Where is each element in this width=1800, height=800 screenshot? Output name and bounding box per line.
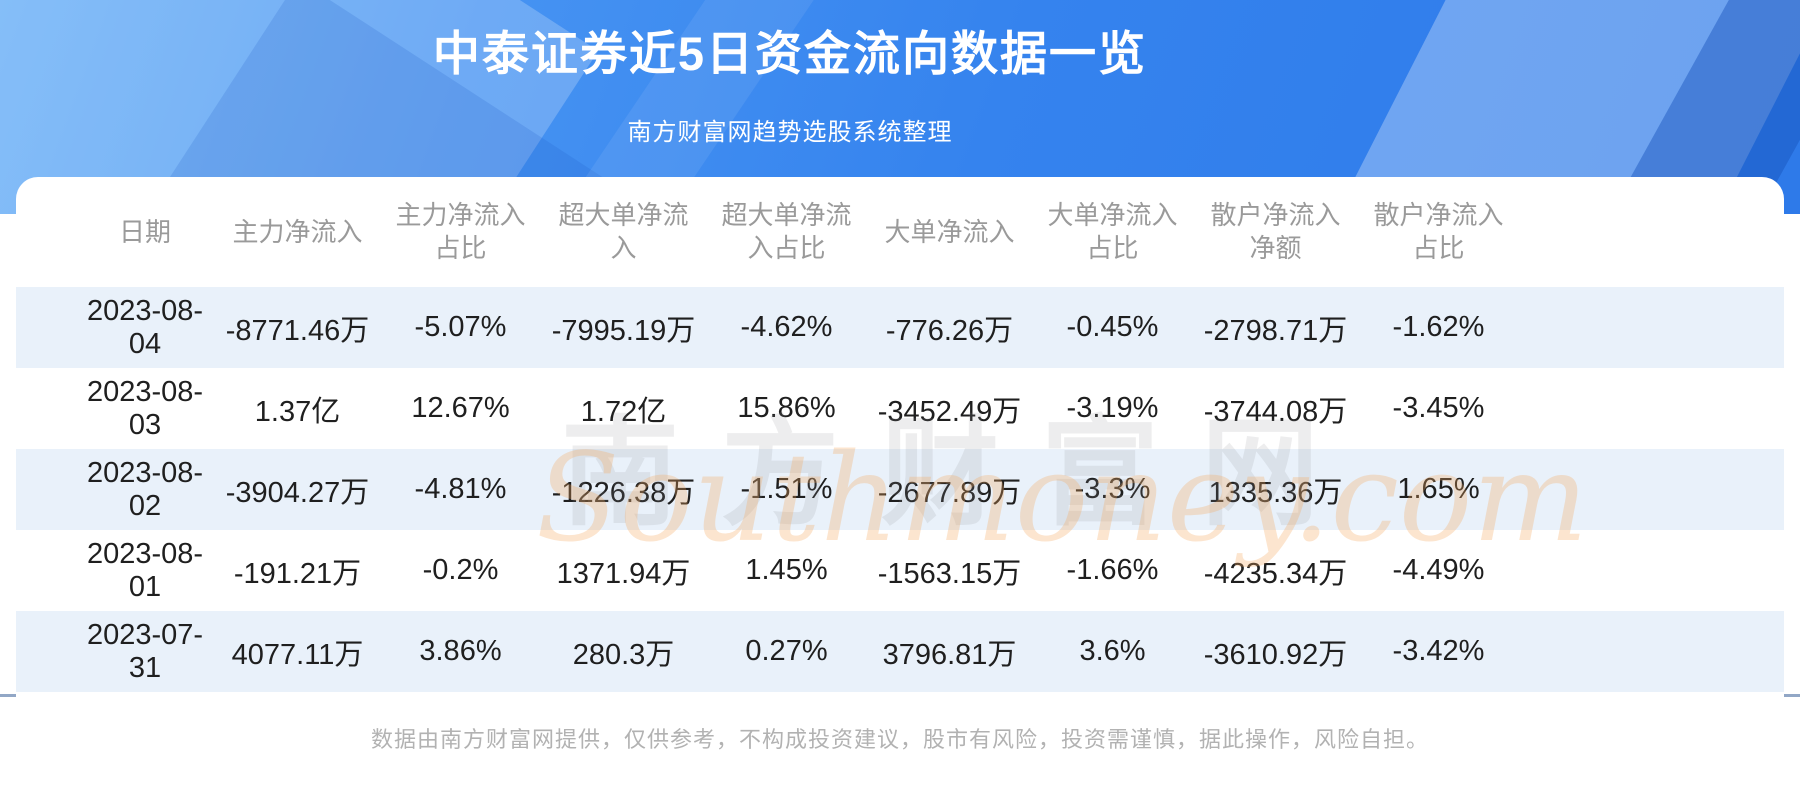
table-cell: -4.49% <box>1392 554 1485 586</box>
page-title: 中泰证券近5日资金流向数据一览 <box>432 27 1148 80</box>
table-cell: -4.62% <box>705 287 868 368</box>
table-cell: -1.62% <box>1357 287 1520 368</box>
table-cell: -2677.89万 <box>868 449 1031 530</box>
table-row: 2023-08-04 -8771.46万 -5.07% -7995.19万 -4.62%… <box>16 287 1784 368</box>
col-header-xl-order-net-inflow-pct: 超大单净流 入占比 <box>721 200 852 263</box>
table-row: 2023-08-03 1.37亿 12.67% 1.72亿 15.86% -3452.49… <box>16 368 1784 449</box>
table-cell: 2023-07-31 <box>16 611 216 692</box>
table-cell: -3.45% <box>1392 392 1485 424</box>
table-cell: -3904.27万 <box>216 449 379 530</box>
table-cell: -191.21万 <box>233 557 362 590</box>
table-cell: 4077.11万 <box>216 611 379 692</box>
hero-section: 中泰证券近5日资金流向数据一览 南方财富网趋势选股系统整理 南方财富网 Sout… <box>0 0 1800 697</box>
table-cell: 1.37亿 <box>254 395 341 428</box>
table-cell: -3.19% <box>1066 392 1159 424</box>
table-cell: -3744.08万 <box>1203 395 1348 428</box>
col-header-retail-net-inflow: 散户净流入 净额 <box>1210 200 1341 263</box>
table-cell: -3.3% <box>1031 449 1194 530</box>
col-header-main-net-inflow: 主力净流入 <box>232 216 363 247</box>
table-cell: 1335.36万 <box>1194 449 1357 530</box>
col-header-large-order-net-inflow-pct: 大单净流入 占比 <box>1047 200 1178 263</box>
table-cell: -1.51% <box>705 449 868 530</box>
table-cell: 12.67% <box>411 392 510 424</box>
table-cell: 1.65% <box>1357 449 1520 530</box>
table-filler-cell <box>1520 368 1784 449</box>
table-cell: 3796.81万 <box>868 611 1031 692</box>
table-cell: 0.27% <box>705 611 868 692</box>
table-cell: 3.86% <box>379 611 542 692</box>
col-header-large-order-net-inflow: 大单净流入 <box>884 216 1015 247</box>
table-cell: -3.42% <box>1357 611 1520 692</box>
table-filler-cell <box>1520 449 1784 530</box>
col-header-date: 日期 <box>118 216 171 247</box>
table-cell: -7995.19万 <box>542 287 705 368</box>
table-row: 2023-07-31 4077.11万 3.86% 280.3万 0.27% 3796.8… <box>16 611 1784 692</box>
table-cell: -4235.34万 <box>1203 557 1348 590</box>
table-cell: -1226.38万 <box>542 449 705 530</box>
table-filler-cell <box>1520 530 1784 611</box>
table-filler-cell <box>1520 611 1784 692</box>
table-cell: 2023-08-03 <box>86 375 204 441</box>
table-cell: -1.66% <box>1066 554 1159 586</box>
footer: 数据由南方财富网提供，仅供参考，不构成投资建议，股市有风险，投资需谨慎，据此操作… <box>0 700 1800 800</box>
table-cell: 3.6% <box>1031 611 1194 692</box>
table-cell: 1371.94万 <box>556 557 691 590</box>
table-cell: 15.86% <box>737 392 836 424</box>
table-cell: 2023-08-01 <box>86 537 204 603</box>
table-cell: -0.45% <box>1031 287 1194 368</box>
col-header-main-net-inflow-pct: 主力净流入 占比 <box>395 200 526 263</box>
table-cell: -5.07% <box>379 287 542 368</box>
table-row: 2023-08-01 -191.21万 -0.2% 1371.94万 1.45% -156… <box>16 530 1784 611</box>
table-cell: -3610.92万 <box>1194 611 1357 692</box>
table-row: 2023-08-02 -3904.27万 -4.81% -1226.38万 -1.51%… <box>16 449 1784 530</box>
table-header-row: 日期 主力净流入 主力净流入 占比 超大单净流 入 超大单净流 入占比 大单净流… <box>16 177 1784 287</box>
fund-flow-table: 日期 主力净流入 主力净流入 占比 超大单净流 入 超大单净流 入占比 大单净流… <box>16 177 1784 692</box>
table-filler-cell <box>1520 287 1784 368</box>
col-header-xl-order-net-inflow: 超大单净流 入 <box>558 200 689 263</box>
banner-text: 中泰证券近5日资金流向数据一览 南方财富网趋势选股系统整理 <box>0 0 1580 147</box>
disclaimer-text: 数据由南方财富网提供，仅供参考，不构成投资建议，股市有风险，投资需谨慎，据此操作… <box>370 727 1429 752</box>
table-cell: 2023-08-04 <box>16 287 216 368</box>
col-header-retail-net-inflow-pct: 散户净流入 占比 <box>1373 200 1504 263</box>
table-cell: 280.3万 <box>542 611 705 692</box>
table-cell: -776.26万 <box>868 287 1031 368</box>
col-header-filler <box>1520 177 1784 287</box>
page-subtitle: 南方财富网趋势选股系统整理 <box>627 119 953 146</box>
table-cell: -4.81% <box>379 449 542 530</box>
table-header: 日期 主力净流入 主力净流入 占比 超大单净流 入 超大单净流 入占比 大单净流… <box>16 177 1784 287</box>
table-body: 2023-08-04 -8771.46万 -5.07% -7995.19万 -4.62%… <box>16 287 1784 692</box>
data-card: 南方财富网 Southmoney.com 日期 主力净流入 主力净流入 占比 超… <box>16 177 1784 697</box>
table-cell: -8771.46万 <box>216 287 379 368</box>
table-cell: 1.72亿 <box>580 395 667 428</box>
table-cell: -0.2% <box>422 554 499 586</box>
table-cell: 1.45% <box>745 554 828 586</box>
table-cell: -3452.49万 <box>877 395 1022 428</box>
table-cell: 2023-08-02 <box>16 449 216 530</box>
table-cell: -2798.71万 <box>1194 287 1357 368</box>
table-cell: -1563.15万 <box>877 557 1022 590</box>
